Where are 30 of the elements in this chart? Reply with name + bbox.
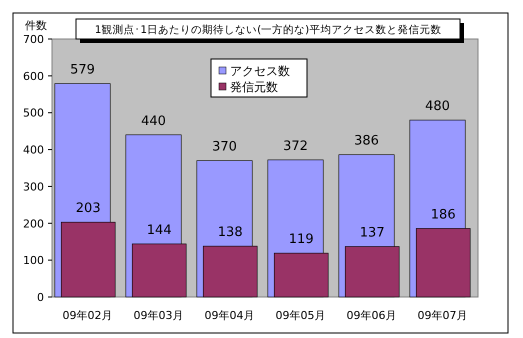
y-tick-label: 0 — [37, 291, 44, 304]
y-tick-label: 200 — [23, 217, 44, 230]
x-tick-label: 09年05月 — [276, 309, 326, 322]
x-tick-label: 09年04月 — [204, 309, 254, 322]
x-tick-label: 09年06月 — [346, 309, 396, 322]
legend-label: アクセス数 — [230, 64, 290, 78]
y-tick-label: 300 — [23, 180, 44, 194]
y-axis-title: 件数 — [25, 19, 47, 32]
y-tick-label: 100 — [23, 254, 44, 268]
x-tick-label: 09年07月 — [418, 309, 468, 322]
data-label: 137 — [360, 226, 385, 241]
data-label: 370 — [212, 140, 237, 155]
data-label: 480 — [425, 99, 450, 114]
data-label: 372 — [283, 138, 308, 154]
chart-title: 1観測点･1日あたりの期待しない(一方的な)平均アクセス数と発信元数 — [94, 23, 442, 36]
data-label: 144 — [146, 222, 172, 238]
legend-label: 発信元数 — [230, 80, 278, 94]
data-label: 203 — [76, 201, 101, 216]
y-tick-label: 600 — [23, 70, 44, 83]
data-label: 138 — [218, 225, 243, 240]
y-tick-label: 700 — [23, 33, 44, 46]
y-tick-label: 500 — [23, 106, 44, 120]
data-label: 440 — [141, 114, 166, 129]
data-label: 386 — [354, 134, 379, 149]
data-label: 186 — [430, 207, 456, 222]
data-label: 579 — [70, 62, 95, 78]
x-tick-label: 09年03月 — [134, 309, 184, 322]
data-label: 119 — [288, 232, 314, 248]
y-tick-label: 400 — [23, 144, 44, 157]
x-tick-label: 09年02月 — [62, 309, 112, 322]
